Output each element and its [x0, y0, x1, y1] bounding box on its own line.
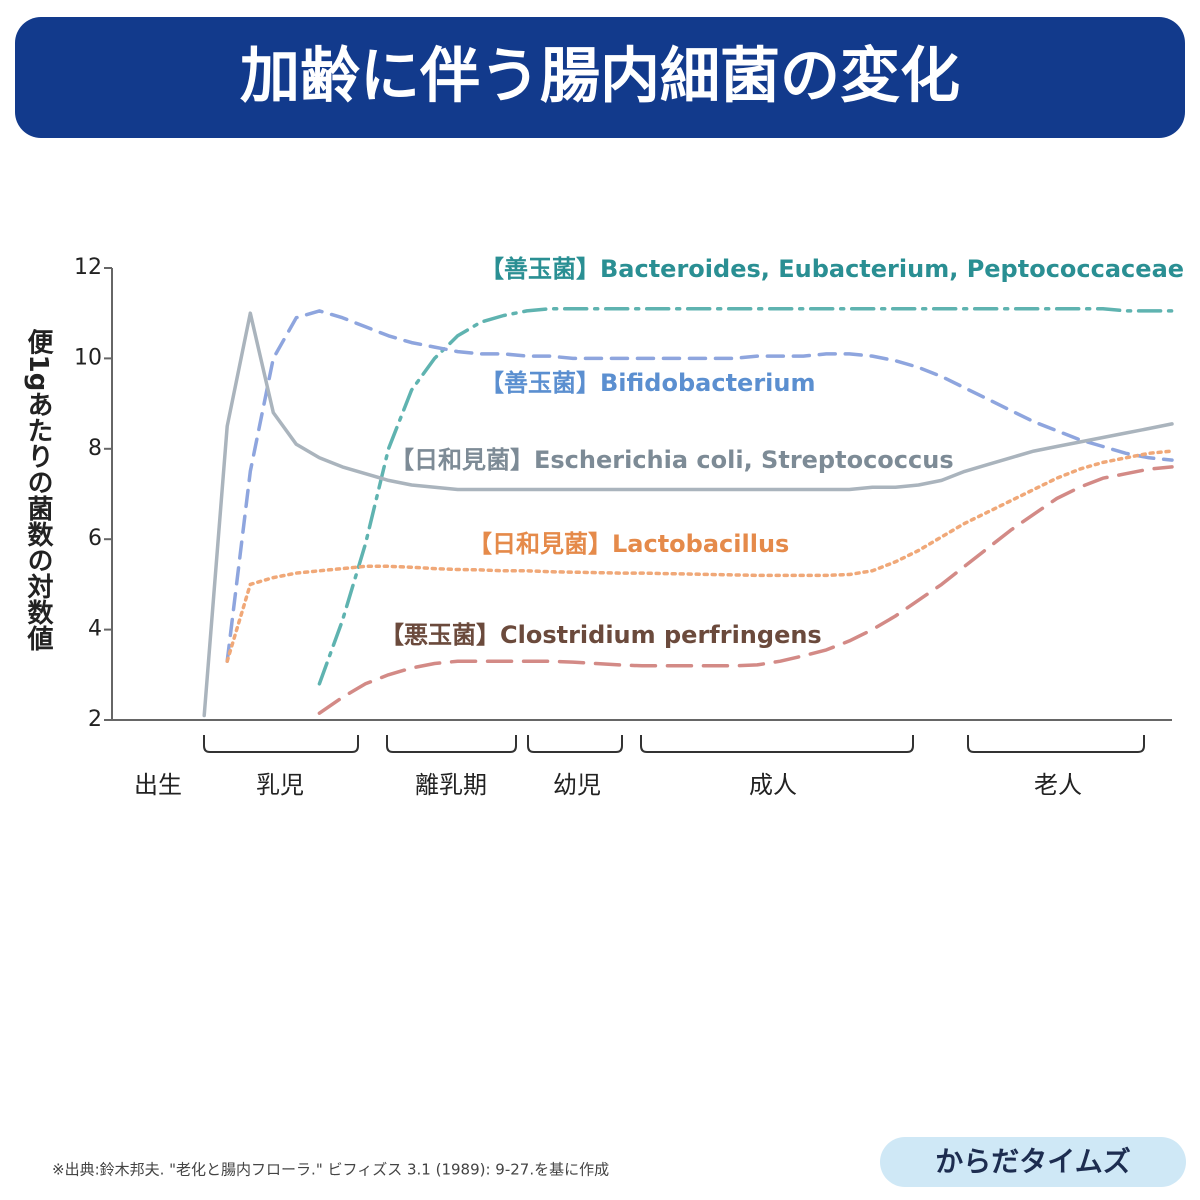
series-line: [317, 306, 1174, 686]
series-line: [202, 311, 1174, 718]
chart-title: 加齢に伴う腸内細菌の変化: [240, 42, 960, 112]
stage-label: 老人: [1034, 771, 1082, 799]
y-tick-label: 4: [88, 617, 102, 642]
series-line: [225, 449, 1174, 663]
y-tick-label: 10: [74, 345, 102, 370]
stage-bracket: [640, 735, 914, 753]
stage-bracket: [967, 735, 1145, 753]
brand: からだタイムズ: [935, 1145, 1130, 1178]
stage-label: 離乳期: [415, 771, 487, 799]
y-tick-label: 2: [88, 707, 102, 732]
stage-label: 成人: [749, 771, 797, 799]
series-line: [225, 309, 1174, 663]
y-tick-label: 8: [88, 436, 102, 461]
stage-bracket: [203, 735, 359, 753]
stage-label: 出生: [134, 771, 182, 799]
stage-bracket: [386, 735, 517, 753]
series-line: [317, 465, 1174, 715]
y-tick-label: 6: [88, 526, 102, 551]
series-label: 【日和見菌】Lactobacillus: [468, 530, 789, 558]
series-label: 【悪玉菌】Clostridium perfringens: [380, 621, 822, 649]
series-label: 【善玉菌】Bifidobacterium: [480, 369, 815, 397]
brand-badge: [880, 1137, 1186, 1187]
y-axis-label: 便1gあたりの菌数の対数値: [23, 329, 54, 652]
y-tick-label: 12: [74, 255, 102, 280]
title-banner: [15, 17, 1185, 138]
series-label: 【善玉菌】Bacteroides, Eubacterium, Peptococc…: [480, 255, 1184, 283]
source-note: ※出典:鈴木邦夫. "老化と腸内フローラ." ビフィズス 3.1 (1989):…: [52, 1161, 609, 1179]
stage-label: 幼児: [553, 771, 601, 799]
series-label: 【日和見菌】Escherichia coli, Streptococcus: [390, 446, 954, 474]
stage-label: 乳児: [256, 771, 304, 799]
stage-bracket: [527, 735, 623, 753]
